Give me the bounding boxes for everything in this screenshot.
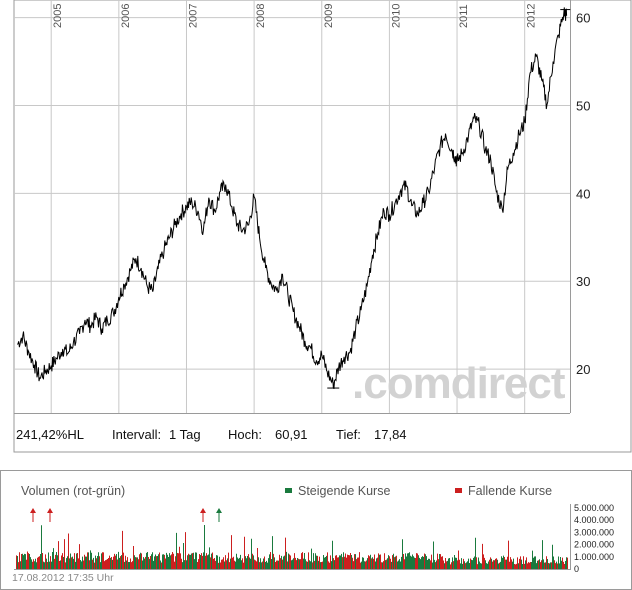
price-x-tick-label: 2008 [255, 4, 267, 28]
volume-y-tick-label: 4.000.000 [574, 515, 614, 525]
price-x-tick-label: 2011 [458, 4, 470, 28]
low-label: Tief: [336, 427, 361, 442]
price-y-tick-labels: 20 30 40 50 60 [576, 11, 590, 377]
volume-y-tick-label: 0 [574, 564, 579, 574]
price-line-group [16, 7, 571, 389]
volume-overflow-arrows [30, 508, 222, 522]
low-value: 17,84 [374, 427, 407, 442]
volume-y-tick-label: 2.000.000 [574, 540, 614, 550]
price-y-tick-label: 40 [576, 186, 590, 201]
legend-falling: Fallende Kurse [455, 484, 552, 498]
change-percent: 241,42%HL [16, 427, 84, 442]
overflow-arrow-icon [200, 508, 206, 513]
overflow-arrow-icon [47, 508, 53, 513]
high-label: Hoch: [228, 427, 262, 442]
price-line [16, 7, 568, 389]
price-x-tick-labels: 2005 2006 2007 2008 2009 2010 2011 2012 [52, 4, 537, 28]
legend-falling-label: Fallende Kurse [468, 484, 553, 498]
price-y-tick-label: 50 [576, 98, 590, 113]
price-y-tick-label: 30 [576, 274, 590, 289]
volume-y-tick-label: 5.000.000 [574, 503, 614, 513]
legend-falling-swatch [455, 488, 462, 494]
price-x-tick-label: 2010 [390, 4, 402, 28]
price-x-tick-label: 2007 [187, 4, 199, 28]
price-x-tick-label: 2005 [52, 4, 64, 28]
overflow-arrow-icon [216, 508, 222, 513]
volume-chart: 5.000.000 4.000.000 3.000.000 2.000.000 1.00… [0, 470, 632, 590]
interval-value: 1 Tag [169, 427, 201, 442]
volume-y-tick-label: 3.000.000 [574, 527, 614, 537]
price-y-tick-label: 60 [576, 11, 590, 26]
legend-rising: Steigende Kurse [285, 484, 390, 498]
price-x-tick-label: 2006 [120, 4, 132, 28]
legend-rising-swatch [285, 488, 292, 494]
price-y-tick-label: 20 [576, 362, 590, 377]
volume-bars [16, 525, 568, 569]
price-x-tick-label: 2012 [526, 4, 538, 28]
volume-y-tick-labels: 5.000.000 4.000.000 3.000.000 2.000.000 1.00… [574, 503, 614, 574]
volume-y-tick-label: 1.000.000 [574, 552, 614, 562]
overflow-arrow-icon [30, 508, 36, 513]
high-value: 60,91 [275, 427, 308, 442]
price-chart-frame [13, 0, 632, 453]
legend-rising-label: Steigende Kurse [298, 484, 391, 498]
volume-title: Volumen (rot-grün) [21, 484, 126, 498]
comdirect-watermark: .comdirect [352, 359, 566, 408]
price-x-tick-label: 2009 [323, 4, 335, 28]
interval-label: Intervall: [112, 427, 162, 442]
timestamp: 17.08.2012 17:35 Uhr [12, 572, 114, 584]
